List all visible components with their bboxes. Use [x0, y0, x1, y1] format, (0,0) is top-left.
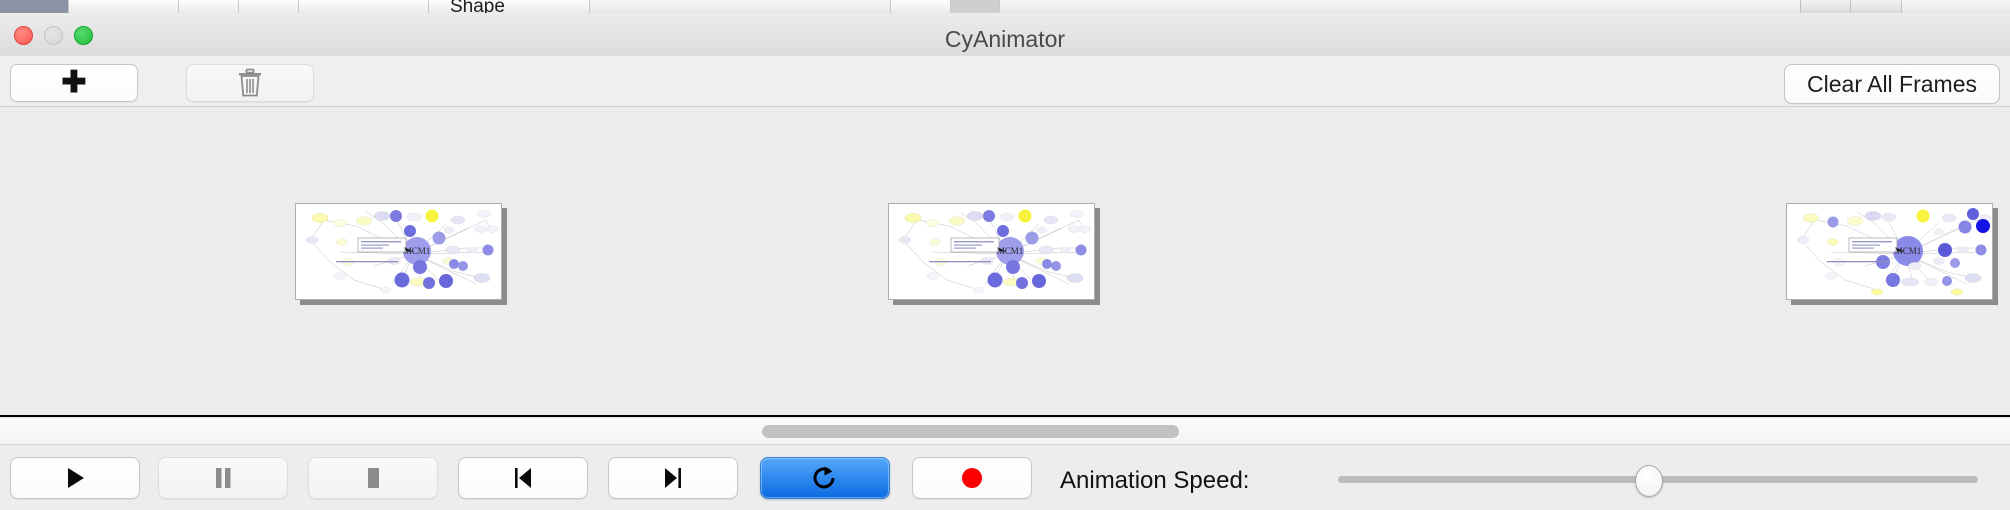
stop-icon [368, 468, 379, 488]
frame-thumbnail: MCM1 [888, 203, 1095, 300]
title-bar: CyAnimator [0, 13, 2010, 57]
ruler-baseline [0, 415, 2010, 417]
timeline-ruler[interactable]: 2 13 14 15 16 17 18 Seconds [0, 415, 2010, 417]
skip-forward-icon [665, 468, 681, 488]
frame-thumbnail: MCM1 [295, 203, 502, 300]
minimize-button[interactable] [44, 26, 63, 45]
background-chip [428, 0, 590, 13]
scrollbar-thumb[interactable] [762, 425, 1179, 438]
add-frame-button[interactable]: ✚ [10, 64, 138, 102]
background-chip-dark [0, 0, 68, 13]
timeline-horizontal-scrollbar[interactable] [0, 417, 2010, 445]
network-node-label: MCM1 [997, 246, 1024, 256]
delete-frame-button[interactable] [186, 64, 314, 102]
background-shape-label: Shape [450, 0, 505, 14]
stop-button[interactable] [308, 457, 438, 499]
network-preview: MCM1 [1787, 204, 1992, 299]
background-chip [298, 0, 430, 13]
background-chip [178, 0, 240, 13]
frame-thumbnail: MCM1 [1786, 203, 1993, 300]
network-node-label: MCM1 [404, 246, 431, 256]
background-chip [950, 0, 1000, 13]
loop-button[interactable] [760, 457, 890, 499]
plus-icon: ✚ [61, 66, 87, 99]
pause-button[interactable] [158, 457, 288, 499]
animation-speed-label: Animation Speed: [1060, 467, 1250, 494]
record-icon [962, 468, 982, 488]
play-button[interactable] [10, 457, 140, 499]
network-node-label: MCM1 [1895, 246, 1922, 256]
trash-icon [239, 68, 261, 97]
maximize-button[interactable] [74, 26, 93, 45]
playback-control-bar: Animation Speed: [0, 444, 2010, 510]
skip-to-end-button[interactable] [608, 457, 738, 499]
toolbar: ✚ Clear All Frames [0, 56, 2010, 107]
network-preview: MCM1 [889, 204, 1094, 299]
background-window-strip: Shape [0, 0, 2010, 14]
timeline-frame-1[interactable]: MCM1 [295, 203, 507, 305]
timeline-canvas[interactable]: MCM1 [0, 107, 2010, 417]
skip-back-icon [515, 468, 531, 488]
background-arrow-box [1800, 0, 1852, 13]
play-icon [68, 468, 84, 488]
loop-icon [813, 466, 835, 489]
close-button[interactable] [14, 26, 33, 45]
background-arrow-box [1850, 0, 1902, 13]
background-chip [890, 0, 952, 13]
background-chip [238, 0, 300, 13]
window-title: CyAnimator [944, 26, 1066, 52]
clear-all-frames-button[interactable]: Clear All Frames [1784, 64, 2000, 104]
pause-icon [216, 468, 231, 488]
timeline-frame-2[interactable]: MCM1 [888, 203, 1100, 305]
window-traffic-lights [14, 26, 93, 45]
background-chip [68, 0, 180, 13]
animation-speed-slider-knob[interactable] [1635, 465, 1663, 497]
network-preview: MCM1 [296, 204, 501, 299]
record-button[interactable] [912, 457, 1032, 499]
timeline-frame-3[interactable]: MCM1 [1786, 203, 1998, 305]
skip-to-start-button[interactable] [458, 457, 588, 499]
